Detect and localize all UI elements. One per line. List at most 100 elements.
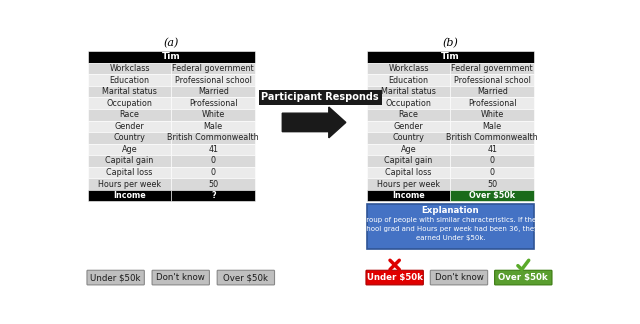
Text: Male: Male xyxy=(483,122,502,131)
FancyBboxPatch shape xyxy=(495,270,552,285)
Text: Over $50k: Over $50k xyxy=(499,273,548,282)
Bar xyxy=(88,74,172,86)
Bar xyxy=(172,132,255,144)
Bar xyxy=(451,155,534,167)
FancyBboxPatch shape xyxy=(87,270,145,285)
Bar xyxy=(172,190,255,201)
Text: Married: Married xyxy=(477,87,508,96)
Text: Hours per week: Hours per week xyxy=(377,179,440,189)
Bar xyxy=(88,167,172,178)
Text: 0: 0 xyxy=(490,156,495,166)
Text: Federal government: Federal government xyxy=(173,64,254,73)
Text: Capital loss: Capital loss xyxy=(106,168,153,177)
Text: Male: Male xyxy=(204,122,223,131)
Text: been High School grad and Hours per week had been 36, they would have: been High School grad and Hours per week… xyxy=(320,226,581,232)
Bar xyxy=(367,178,451,190)
Bar xyxy=(88,63,172,74)
Text: Under $50k: Under $50k xyxy=(367,273,422,282)
Text: (a): (a) xyxy=(164,38,179,49)
Text: Income: Income xyxy=(113,191,146,200)
Bar xyxy=(88,121,172,132)
Text: Gender: Gender xyxy=(394,122,424,131)
Text: Marital status: Marital status xyxy=(102,87,157,96)
Text: Race: Race xyxy=(399,110,419,119)
Text: Occupation: Occupation xyxy=(107,99,152,108)
Text: Gender: Gender xyxy=(115,122,145,131)
Bar xyxy=(172,109,255,121)
Bar xyxy=(451,190,534,201)
Bar xyxy=(88,190,172,201)
Text: British Commonwealth: British Commonwealth xyxy=(447,133,538,142)
Text: (b): (b) xyxy=(442,38,458,49)
Bar xyxy=(88,51,255,63)
Text: Explanation: Explanation xyxy=(422,206,479,215)
Text: Marital status: Marital status xyxy=(381,87,436,96)
Bar xyxy=(88,178,172,190)
Text: Don't know: Don't know xyxy=(156,273,205,282)
Text: Professional: Professional xyxy=(468,99,516,108)
Bar xyxy=(88,98,172,109)
Text: Professional: Professional xyxy=(189,99,237,108)
Text: Capital loss: Capital loss xyxy=(385,168,432,177)
Bar xyxy=(367,121,451,132)
Bar xyxy=(88,155,172,167)
FancyBboxPatch shape xyxy=(430,270,488,285)
Bar xyxy=(451,109,534,121)
Bar xyxy=(172,74,255,86)
Text: Tim: Tim xyxy=(162,52,181,62)
Bar xyxy=(451,167,534,178)
Bar xyxy=(451,86,534,98)
Text: 50: 50 xyxy=(487,179,497,189)
Text: Tim: Tim xyxy=(441,52,460,62)
Bar xyxy=(367,167,451,178)
Bar xyxy=(451,121,534,132)
Text: Married: Married xyxy=(198,87,228,96)
Text: ?: ? xyxy=(211,191,216,200)
FancyBboxPatch shape xyxy=(152,270,209,285)
Bar xyxy=(451,63,534,74)
Text: White: White xyxy=(481,110,504,119)
Text: British Commonwealth: British Commonwealth xyxy=(168,133,259,142)
Bar xyxy=(367,144,451,155)
Text: Under $50k: Under $50k xyxy=(90,273,141,282)
Bar xyxy=(88,144,172,155)
Bar xyxy=(367,132,451,144)
Text: Workclass: Workclass xyxy=(109,64,150,73)
Bar xyxy=(451,132,534,144)
Text: Capital gain: Capital gain xyxy=(106,156,154,166)
Text: Occupation: Occupation xyxy=(386,99,431,108)
Text: Participant Responds: Participant Responds xyxy=(261,92,379,102)
FancyArrow shape xyxy=(282,107,346,138)
Text: Income: Income xyxy=(392,191,425,200)
Text: 0: 0 xyxy=(211,168,216,177)
Bar xyxy=(172,121,255,132)
Bar xyxy=(367,190,451,201)
Text: Over $50k: Over $50k xyxy=(469,191,515,200)
Bar xyxy=(172,155,255,167)
Text: Age: Age xyxy=(122,145,138,154)
Text: White: White xyxy=(202,110,225,119)
Bar xyxy=(367,204,534,249)
Text: Don't know: Don't know xyxy=(435,273,483,282)
Text: Race: Race xyxy=(120,110,140,119)
Bar xyxy=(367,86,451,98)
Text: Federal government: Federal government xyxy=(451,64,533,73)
Bar xyxy=(451,74,534,86)
Text: Professional school: Professional school xyxy=(454,75,531,85)
Bar xyxy=(367,51,534,63)
Bar xyxy=(367,74,451,86)
Text: 0: 0 xyxy=(211,156,216,166)
Bar xyxy=(367,63,451,74)
Bar xyxy=(451,98,534,109)
Text: Country: Country xyxy=(393,133,424,142)
Bar xyxy=(172,63,255,74)
Bar xyxy=(172,98,255,109)
Bar xyxy=(451,144,534,155)
Bar xyxy=(172,86,255,98)
Text: Tim is part of a group of people with similar characteristics. If their Educatio: Tim is part of a group of people with si… xyxy=(307,217,594,223)
Text: 41: 41 xyxy=(487,145,497,154)
Bar xyxy=(88,86,172,98)
Bar xyxy=(88,132,172,144)
Bar xyxy=(451,178,534,190)
Text: 0: 0 xyxy=(490,168,495,177)
